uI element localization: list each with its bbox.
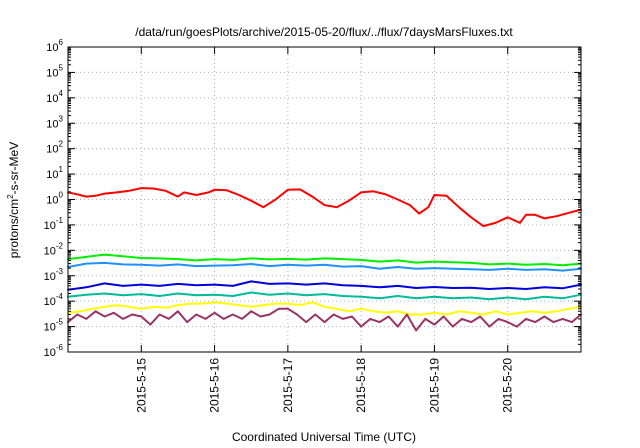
- y-tick-label: 10-2: [44, 241, 64, 257]
- series-line-2: [67, 253, 582, 267]
- y-axis-label-sup: 2: [6, 194, 15, 199]
- y-tick-exp: 3: [59, 114, 64, 123]
- y-tick-base: 10: [46, 118, 58, 130]
- y-tick-exp: 0: [59, 191, 64, 200]
- y-tick-base: 10: [46, 195, 58, 207]
- y-tick-exp: -5: [56, 318, 64, 327]
- y-tick-label: 103: [46, 114, 63, 130]
- x-tick-label: 2015-5-15: [134, 358, 148, 413]
- series-line-3: [67, 261, 582, 272]
- y-tick-label: 100: [46, 191, 63, 207]
- x-axis-label: Coordinated Universal Time (UTC): [232, 430, 416, 444]
- y-tick-base: 10: [46, 144, 58, 156]
- series-line-7: [67, 307, 582, 332]
- y-axis-label: protons/cm2-s-sr-MeV: [6, 142, 21, 258]
- chart-title: /data/run/goesPlots/archive/2015-05-20/f…: [135, 25, 513, 39]
- y-axis-ticks: 10-610-510-410-310-210-11001011021031041…: [44, 38, 581, 359]
- grid: [68, 47, 581, 352]
- series-line-1: [67, 187, 582, 228]
- y-tick-exp: 4: [59, 89, 64, 98]
- y-tick-exp: 5: [59, 63, 64, 72]
- y-tick-base: 10: [44, 322, 56, 334]
- x-tick-label: 2015-5-19: [427, 358, 441, 413]
- y-tick-exp: -6: [56, 343, 64, 352]
- y-tick-label: 104: [46, 89, 63, 105]
- x-tick-label: 2015-5-17: [281, 358, 295, 413]
- y-tick-base: 10: [44, 296, 56, 308]
- y-tick-label: 10-5: [44, 318, 64, 334]
- y-axis-label-pre: protons/cm: [7, 199, 21, 258]
- y-tick-label: 101: [46, 165, 63, 181]
- series-line-6: [67, 301, 582, 316]
- y-tick-base: 10: [46, 169, 58, 181]
- y-tick-exp: 2: [59, 140, 64, 149]
- y-tick-label: 106: [46, 38, 63, 54]
- y-tick-base: 10: [46, 42, 58, 54]
- y-tick-label: 102: [46, 140, 63, 156]
- y-tick-label: 10-1: [44, 216, 64, 232]
- y-tick-exp: 1: [59, 165, 64, 174]
- series-group: [67, 187, 582, 332]
- y-tick-exp: 6: [59, 38, 64, 47]
- y-tick-base: 10: [46, 93, 58, 105]
- y-tick-exp: -3: [56, 267, 64, 276]
- series-line-5: [67, 291, 582, 301]
- y-tick-base: 10: [44, 245, 56, 257]
- x-tick-label: 2015-5-20: [501, 358, 515, 413]
- y-tick-label: 10-4: [44, 292, 64, 308]
- y-tick-exp: -1: [56, 216, 64, 225]
- series-line-4: [67, 280, 582, 291]
- y-tick-label: 10-3: [44, 267, 64, 283]
- y-tick-exp: -2: [56, 241, 64, 250]
- y-tick-base: 10: [44, 271, 56, 283]
- y-tick-label: 105: [46, 63, 63, 79]
- x-axis-ticks: 2015-5-15 2015-5-16 2015-5-17 2015-5-18 2015…: [134, 47, 515, 413]
- x-tick-label: 2015-5-16: [208, 358, 222, 413]
- y-tick-label: 10-6: [44, 343, 64, 359]
- y-tick-base: 10: [46, 67, 58, 79]
- y-tick-base: 10: [44, 220, 56, 232]
- x-tick-label: 2015-5-18: [354, 358, 368, 413]
- y-axis-label-post: -s-sr-MeV: [7, 142, 21, 195]
- y-tick-exp: -4: [56, 292, 64, 301]
- y-tick-base: 10: [44, 347, 56, 359]
